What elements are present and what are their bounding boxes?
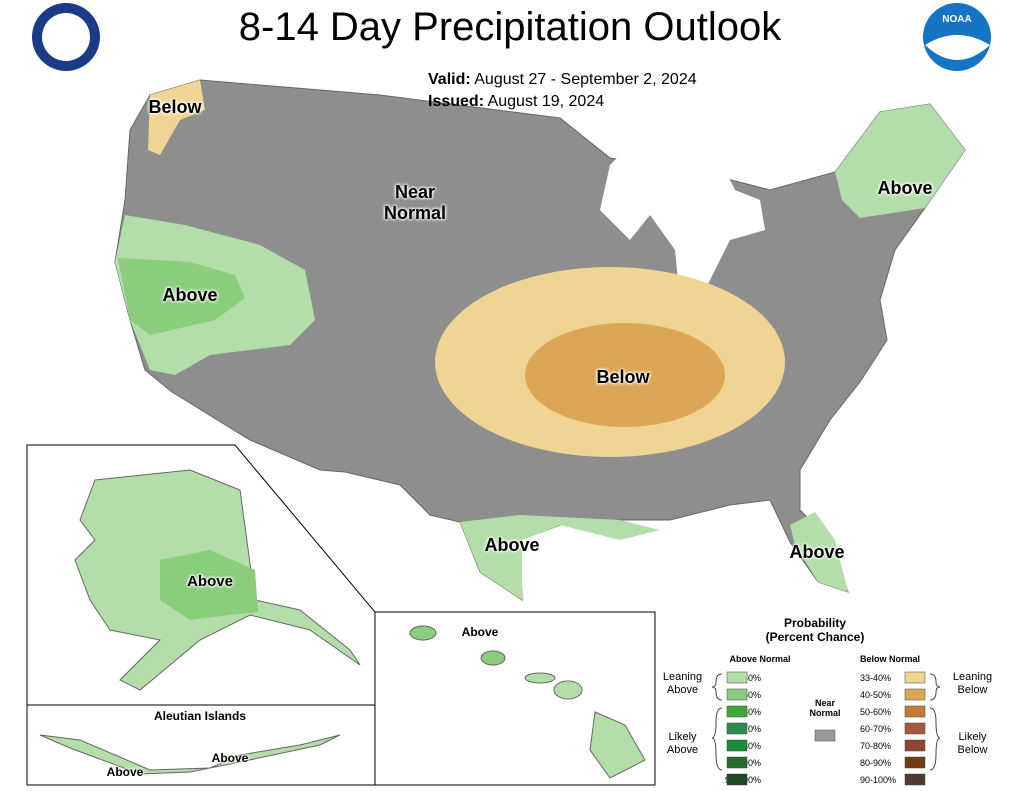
near-swatch xyxy=(814,729,836,742)
below-range: 40-50% xyxy=(860,690,891,700)
brace xyxy=(929,707,941,771)
ne-leaning-above xyxy=(835,104,965,218)
tx-leaning-above xyxy=(460,515,660,600)
pnw-leaning-below xyxy=(148,80,205,155)
legend-title-text: Probability xyxy=(783,616,846,630)
valid-dates: August 27 - September 2, 2024 xyxy=(474,71,697,88)
below-swatch xyxy=(904,688,926,701)
map-label: Below xyxy=(148,97,202,117)
above-swatch xyxy=(726,705,748,718)
below-range: 90-100% xyxy=(860,775,896,785)
below-swatch xyxy=(904,722,926,735)
legend-title: Probability (Percent Chance) xyxy=(760,616,870,645)
central-below-40 xyxy=(525,323,725,427)
leaning-above: Leaning Above xyxy=(662,671,703,696)
below-range: 33-40% xyxy=(860,673,891,683)
alaska-above-40 xyxy=(160,550,258,620)
big-island xyxy=(589,711,646,779)
below-range: 80-90% xyxy=(860,758,891,768)
issued-label: Issued: xyxy=(428,93,485,110)
brace xyxy=(929,673,941,701)
issued-date: August 19, 2024 xyxy=(487,93,605,110)
below-swatch xyxy=(904,705,926,718)
issued-line: Issued: August 19, 2024 xyxy=(428,93,604,111)
map-label: Above xyxy=(461,625,499,639)
west-above-40 xyxy=(118,258,245,335)
map-label: Above xyxy=(187,573,233,590)
above-swatch xyxy=(726,773,748,786)
aleutians xyxy=(39,734,341,775)
below-swatch xyxy=(904,739,926,752)
oahu xyxy=(480,650,506,666)
below-swatch xyxy=(904,756,926,769)
below-range: 70-80% xyxy=(860,741,891,751)
map-label: Near Normal xyxy=(383,182,446,223)
commerce-seal-inner xyxy=(42,13,90,61)
near-label: Near Normal xyxy=(809,698,841,719)
noaa-logo-bird xyxy=(925,35,990,60)
brace xyxy=(711,673,723,701)
map-label: Above xyxy=(162,285,218,305)
maui xyxy=(553,680,583,700)
map-label: Below xyxy=(596,367,650,387)
brace xyxy=(711,707,723,771)
above-swatch xyxy=(726,722,748,735)
molokai xyxy=(524,672,556,684)
below-range: 50-60% xyxy=(860,707,891,717)
map-label: Above xyxy=(484,535,540,555)
valid-label: Valid: xyxy=(428,71,471,88)
above-swatch xyxy=(726,688,748,701)
map-label: Above xyxy=(211,751,249,765)
above-heading: Above Normal xyxy=(729,654,791,664)
leaning-below: Leaning Below xyxy=(952,671,993,696)
kauai xyxy=(409,625,437,641)
legend: 33-40% 40-50% 50-60% 60-70% 70-80% 80-90% 90-1… xyxy=(711,671,941,786)
below-swatch xyxy=(904,671,926,684)
below-swatch xyxy=(904,773,926,786)
likely-below: Likely Below xyxy=(957,731,988,756)
above-swatch xyxy=(726,739,748,752)
valid-line: Valid: August 27 - September 2, 2024 xyxy=(428,71,697,89)
fl-leaning-above xyxy=(790,512,848,592)
below-range: 60-70% xyxy=(860,724,891,734)
legend-subtitle: (Percent Chance) xyxy=(765,629,865,644)
map-label: Above xyxy=(877,178,933,198)
title: 8-14 Day Precipitation Outlook xyxy=(238,5,782,49)
noaa-logo-text: NOAA xyxy=(942,14,971,25)
map-label: Above xyxy=(106,765,144,779)
map-label: Above xyxy=(789,542,845,562)
below-heading: Below Normal xyxy=(859,654,920,664)
above-swatch xyxy=(726,756,748,769)
inset-title: Aleutian Islands xyxy=(153,709,247,723)
above-swatch xyxy=(726,671,748,684)
likely-above: Likely Above xyxy=(666,731,699,756)
great-lakes xyxy=(600,125,765,300)
